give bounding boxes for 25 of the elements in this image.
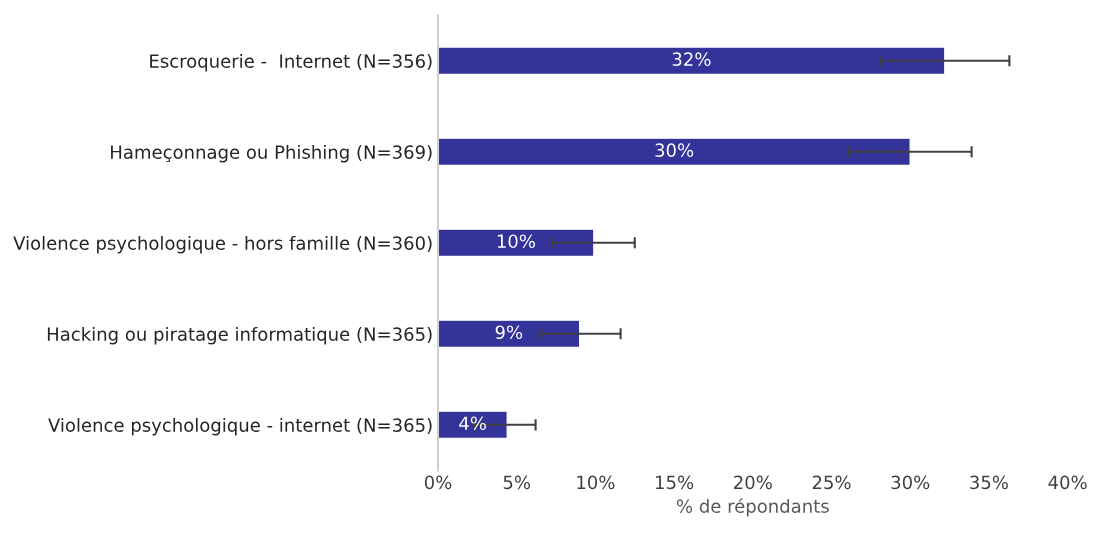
x-tick-label: 25% xyxy=(812,475,851,490)
data-label: 32% xyxy=(672,52,711,67)
data-label: 4% xyxy=(459,416,486,431)
x-axis-title: % de répondants xyxy=(676,498,829,517)
bar xyxy=(438,46,946,76)
bar xyxy=(438,137,911,167)
x-tick-label: 0% xyxy=(424,475,452,490)
x-tick-label: 15% xyxy=(656,475,694,490)
bar xyxy=(438,228,595,258)
x-tick-label: 10% xyxy=(577,475,615,490)
x-tick-label: 30% xyxy=(891,475,930,490)
bar xyxy=(438,410,508,440)
y-tick-label: Escroquerie - Internet (N=356) xyxy=(150,53,432,72)
data-label: 10% xyxy=(497,234,535,249)
y-tick-label: Violence psychologique - internet (N=365) xyxy=(48,417,432,436)
x-tick-label: 40% xyxy=(1048,475,1087,490)
x-tick-label: 20% xyxy=(734,475,772,490)
data-label: 9% xyxy=(495,325,523,340)
y-tick-label: Violence psychologique - hors famille (N=360) xyxy=(13,235,432,254)
bar xyxy=(438,319,581,349)
x-tick-label: 35% xyxy=(970,475,1008,490)
y-tick-label: Hacking ou piratage informatique (N=365) xyxy=(47,326,432,345)
y-tick-label: Hameçonnage ou Phishing (N=369) xyxy=(111,144,432,163)
data-label: 30% xyxy=(655,143,694,158)
x-tick-label: 5% xyxy=(503,475,531,490)
